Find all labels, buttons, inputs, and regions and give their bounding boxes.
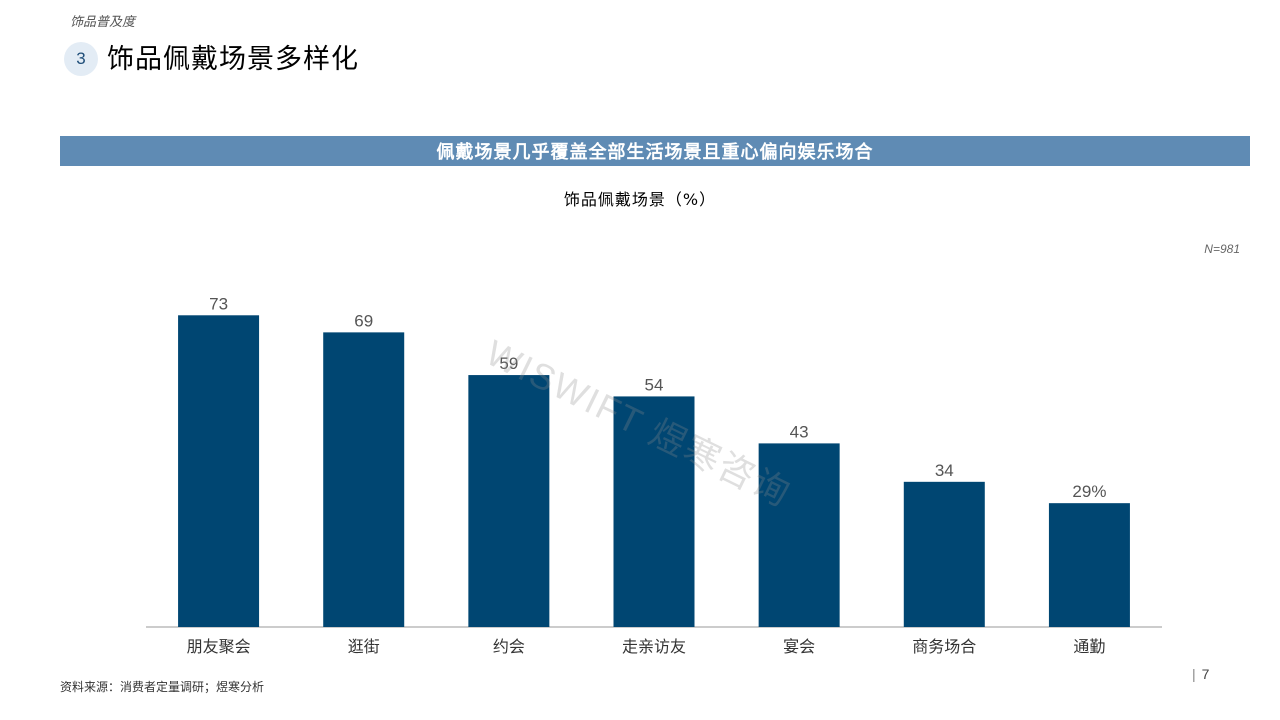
section-tag: 饰品普及度 bbox=[70, 15, 136, 30]
page-number-value: 7 bbox=[1201, 666, 1210, 682]
bar bbox=[178, 315, 260, 627]
bar-value-label: 34 bbox=[935, 461, 954, 480]
section-number-badge: 3 bbox=[64, 42, 98, 76]
page-separator: | bbox=[1192, 666, 1196, 682]
bar bbox=[613, 396, 695, 627]
category-label: 通勤 bbox=[1073, 637, 1105, 656]
bar bbox=[1048, 503, 1130, 627]
bar-value-label: 59 bbox=[499, 354, 518, 373]
bar-value-label: 29% bbox=[1072, 482, 1106, 501]
sample-size-note: N=981 bbox=[1204, 242, 1240, 256]
category-label: 约会 bbox=[493, 637, 525, 656]
page-title: 饰品佩戴场景多样化 bbox=[107, 44, 359, 75]
bar-value-label: 54 bbox=[645, 375, 664, 394]
category-label: 逛街 bbox=[348, 637, 380, 656]
bar-value-label: 73 bbox=[209, 294, 228, 313]
bar bbox=[903, 481, 985, 627]
source-note: 资料来源：消费者定量调研；煜寒分析 bbox=[60, 680, 265, 694]
category-label: 走亲访友 bbox=[622, 637, 686, 656]
chart-banner: 佩戴场景几乎覆盖全部生活场景且重心偏向娱乐场合 bbox=[60, 136, 1250, 166]
category-label: 朋友聚会 bbox=[187, 637, 251, 656]
bar-value-label: 43 bbox=[790, 422, 809, 441]
bar-value-label: 69 bbox=[354, 311, 373, 330]
category-label: 宴会 bbox=[783, 637, 815, 656]
page-number: | 7 bbox=[1192, 666, 1209, 682]
chart-title: 饰品佩戴场景（%） bbox=[563, 190, 717, 209]
bar bbox=[323, 332, 405, 627]
category-label: 商务场合 bbox=[912, 637, 976, 656]
bar bbox=[468, 375, 550, 627]
bar bbox=[758, 443, 840, 627]
